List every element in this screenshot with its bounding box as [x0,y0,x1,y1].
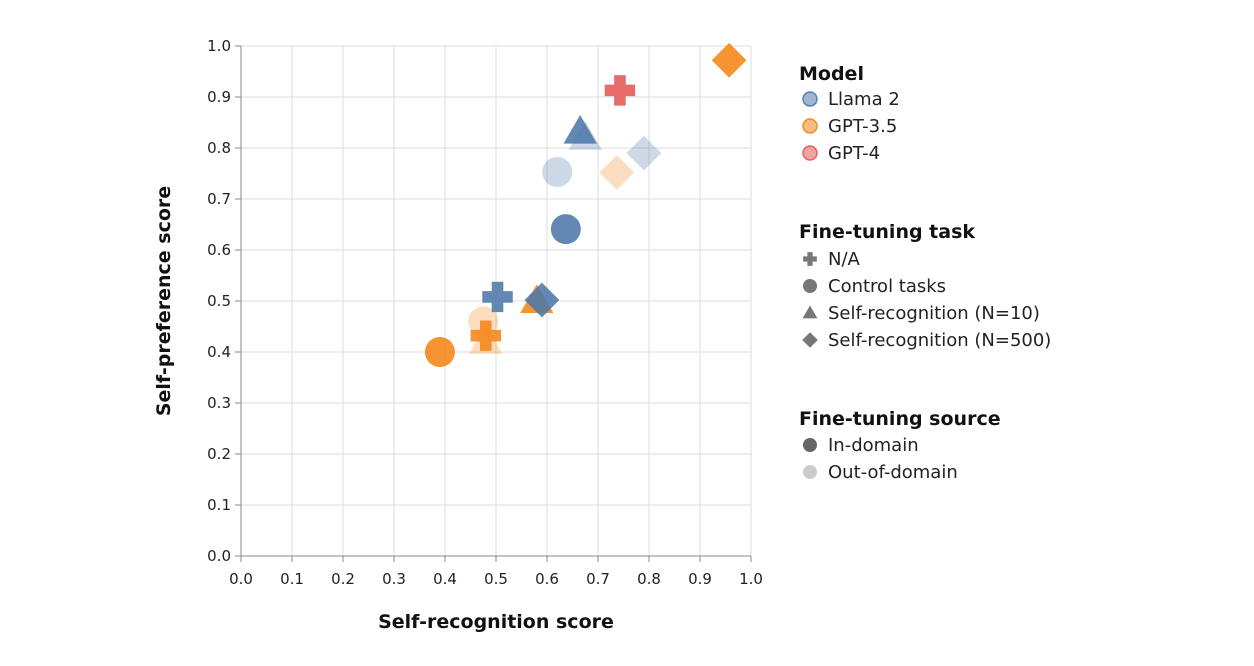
x-tick-label: 0.7 [586,570,610,588]
x-tick-label: 1.0 [739,570,763,588]
y-tick-label: 0.0 [207,547,231,565]
y-tick-label: 1.0 [207,37,231,55]
x-tick-label: 0.5 [484,570,508,588]
data-point-gpt-3-5-diamond [599,155,635,190]
data-point-llama-2-circle [542,156,573,187]
data-point-gpt-3-5-cross [470,320,502,351]
x-tick-label: 0.4 [433,570,457,588]
data-point-llama-2-diamond [626,135,662,171]
legend-label: Self-recognition (N=500) [828,330,1051,351]
data-point-gpt-4-cross [604,75,636,106]
x-tick-label: 0.2 [331,570,355,588]
legend-symbol [802,305,818,319]
legend-symbol [803,252,817,266]
data-point-llama-2-diamond [524,282,560,318]
y-tick-label: 0.1 [207,496,231,514]
y-tick-label: 0.6 [207,241,231,259]
legend-label: Control tasks [828,276,946,297]
y-tick-label: 0.8 [207,139,231,157]
data-point-gpt-3-5-circle [424,337,455,367]
legend-label: GPT-4 [828,143,880,164]
legend-label: Self-recognition (N=10) [828,303,1040,324]
axes: 0.0 0.1 0.2 0.3 0.4 0.5 0.6 0.7 0.8 0.9 1.0 0.0 0.1 0… [207,37,763,588]
legend-symbol [802,118,818,134]
y-tick-label: 0.9 [207,88,231,106]
y-tick-label: 0.2 [207,445,231,463]
y-tick-label: 0.3 [207,394,231,412]
legend-symbol [803,438,817,452]
legend-title: Model [799,63,864,85]
x-tick-label: 0.9 [688,570,712,588]
data-point-llama-2-cross [482,281,513,313]
y-tick-label: 0.5 [207,292,231,310]
legend-symbol [803,279,817,293]
legend-label: Out-of-domain [828,462,958,483]
x-tick-label: 0.3 [382,570,406,588]
y-tick-label: 0.7 [207,190,231,208]
legend-symbol [802,91,818,107]
legend-symbol [802,145,818,161]
y-axis-title: Self-preference score [153,186,175,416]
x-tick-label: 0.0 [229,570,253,588]
data-point-gpt-3-5-diamond [711,42,747,78]
legend-symbol [803,465,817,479]
legend-symbol [802,332,818,348]
legend-label: GPT-3.5 [828,116,897,137]
legends: Model Llama 2 GPT-3.5 GPT-4 Fine-tuning task… [799,63,1051,483]
legend-label: Llama 2 [828,89,900,110]
x-axis-title: Self-recognition score [378,611,614,633]
legend-label: In-domain [828,435,919,456]
legend-title: Fine-tuning source [799,408,1001,430]
x-tick-label: 0.1 [280,570,304,588]
y-tick-label: 0.4 [207,343,231,361]
x-tick-label: 0.8 [637,570,661,588]
legend-title: Fine-tuning task [799,221,975,243]
data-points [424,42,747,367]
x-tick-label: 0.6 [535,570,559,588]
data-point-llama-2-triangle [563,115,597,144]
data-point-llama-2-circle [550,214,581,245]
legend-label: N/A [828,249,861,270]
